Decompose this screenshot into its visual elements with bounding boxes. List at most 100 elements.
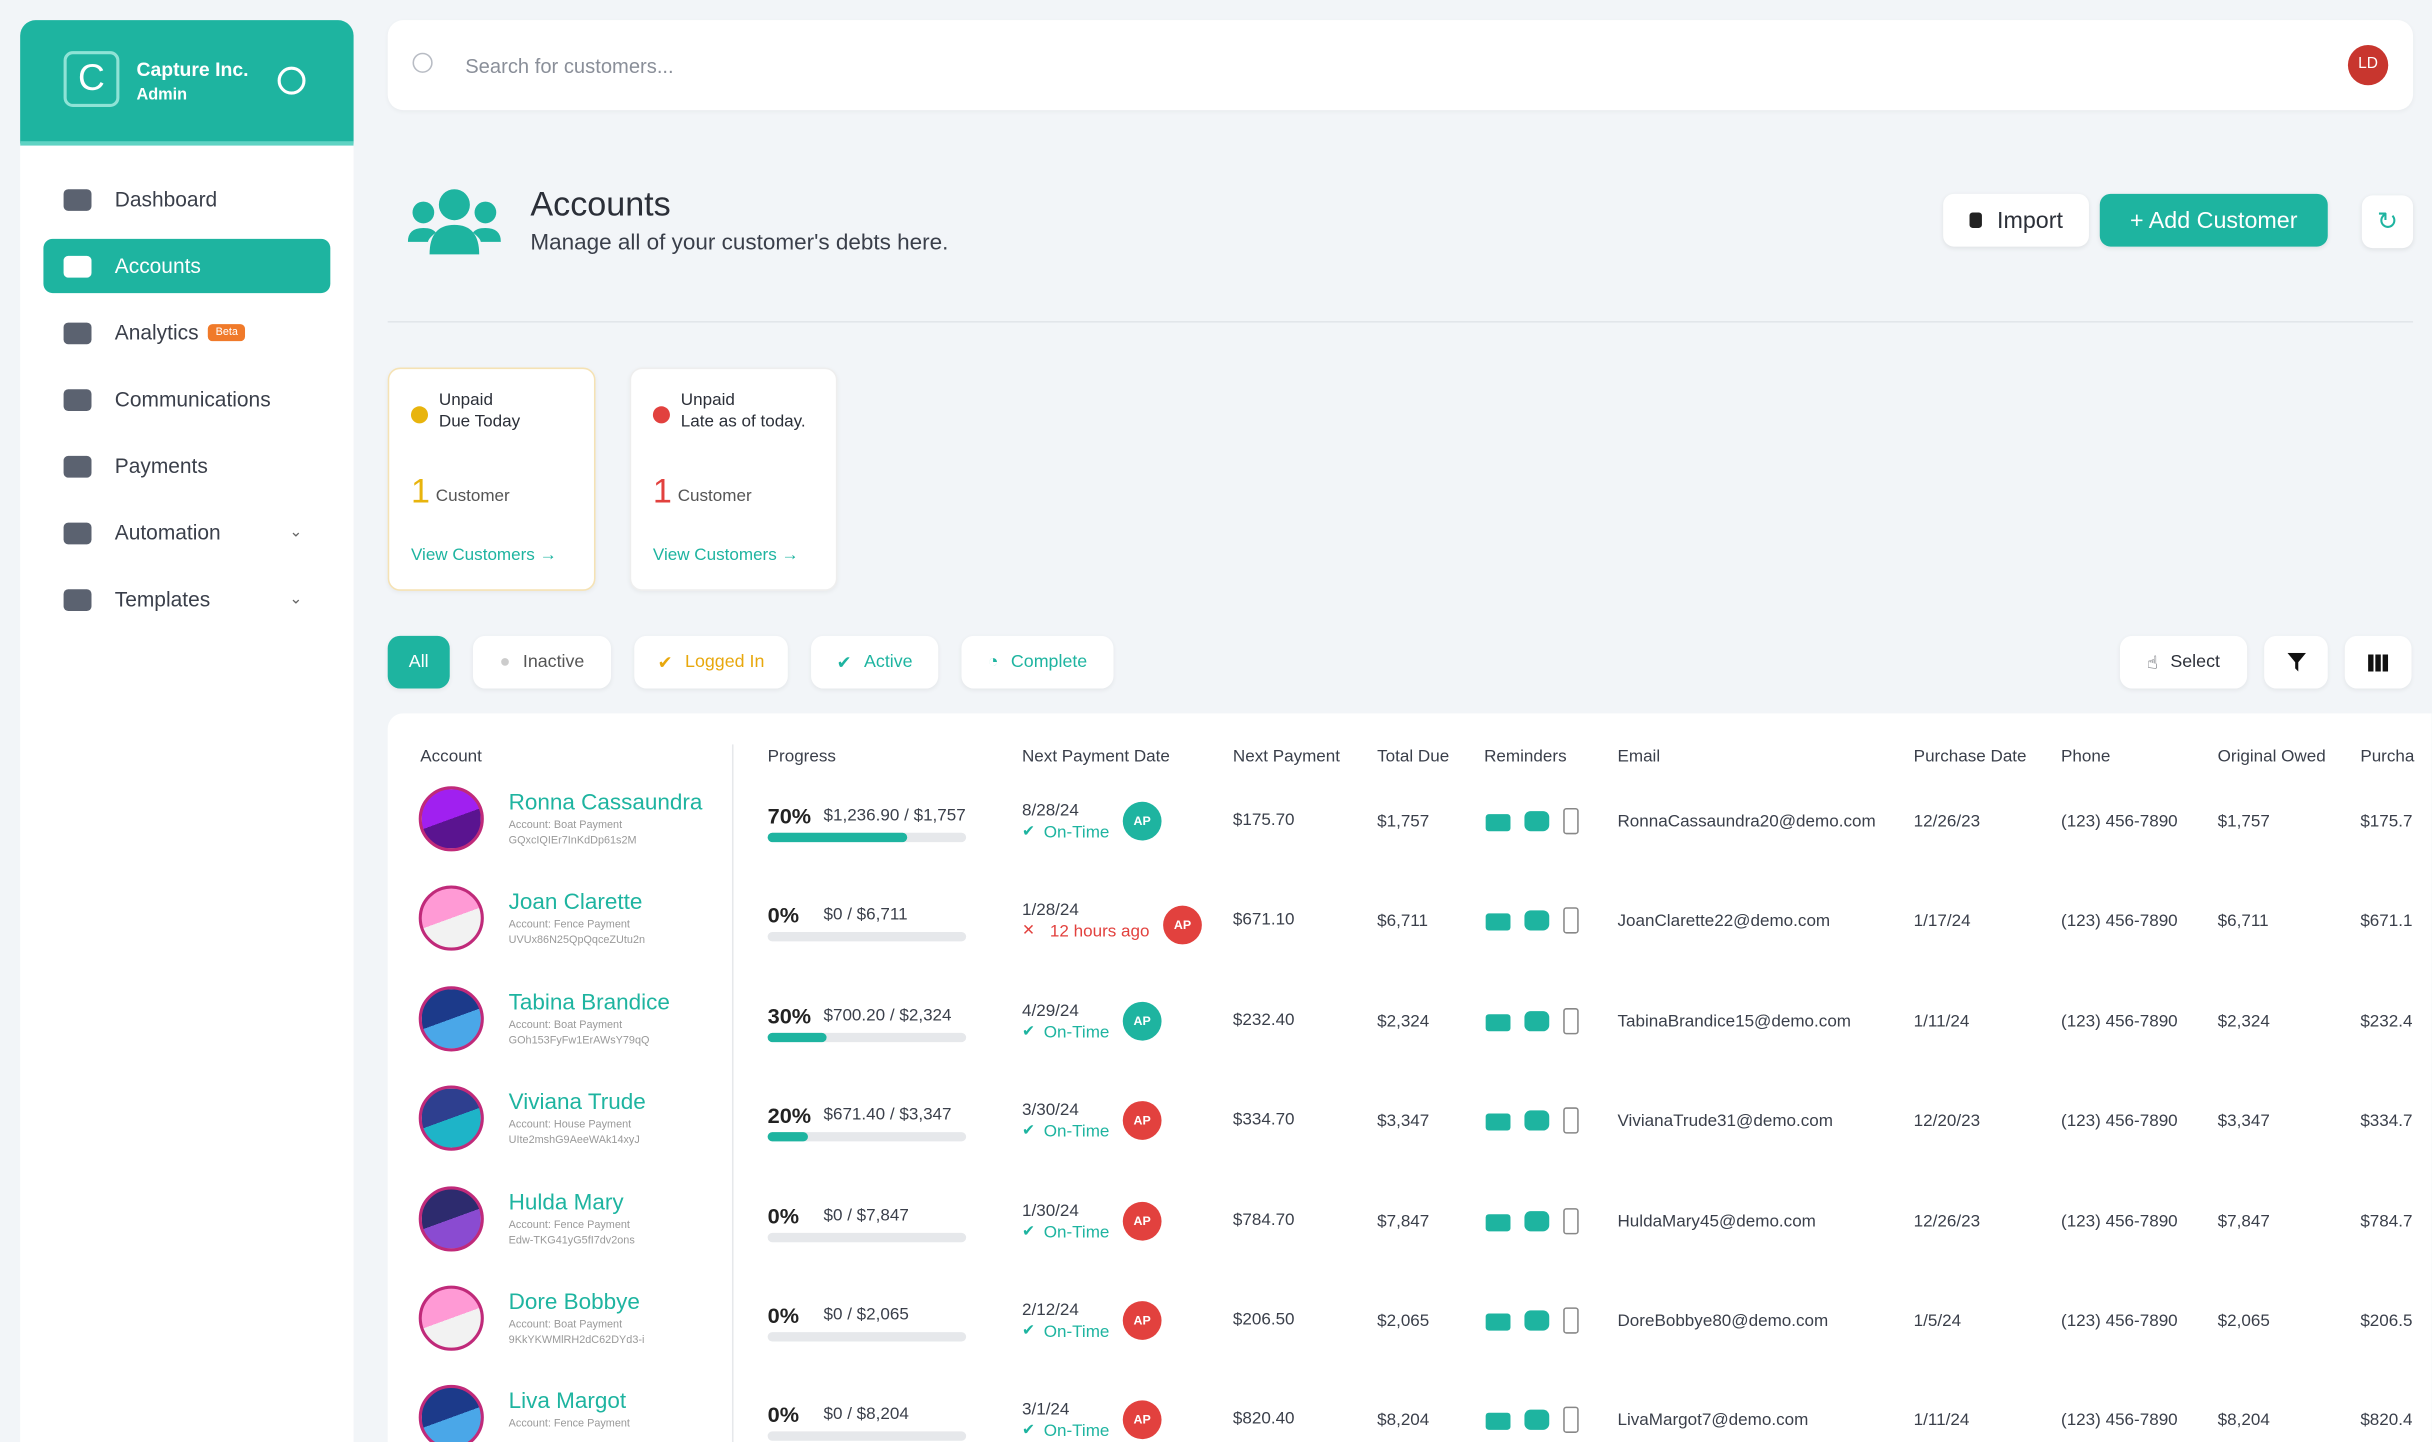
purchase: $671.1	[2360, 912, 2413, 932]
sms-reminder[interactable]	[1524, 1410, 1550, 1431]
customer-name: Liva Margot	[508, 1390, 627, 1415]
column-header: Next Payment	[1232, 747, 1341, 767]
email-reminder[interactable]	[1485, 1213, 1511, 1231]
phone-reminder[interactable]	[1563, 1307, 1579, 1334]
email-reminder[interactable]	[1485, 914, 1511, 932]
column-header: Next Payment Date	[1021, 747, 1170, 767]
purchase-date: 12/20/23	[1913, 1112, 1981, 1131]
nav-item[interactable]: Automation ⌄	[43, 506, 330, 560]
email: RonnaCassaundra20@demo.com	[1617, 812, 1876, 832]
nav-item[interactable]: Templates ⌄	[43, 572, 330, 626]
phone-reminder[interactable]	[1563, 1207, 1579, 1234]
original-owed: $1,757	[2217, 812, 2270, 832]
email-reminder[interactable]	[1485, 1113, 1511, 1131]
progress-percent: 70%	[767, 803, 812, 829]
customer-avatar	[418, 786, 484, 852]
email-reminder[interactable]	[1485, 1013, 1511, 1031]
table-row[interactable]: Liva Margot Account: Fence Payment 0% $0 / …	[388, 1375, 2432, 1442]
sms-reminder[interactable]	[1524, 811, 1550, 832]
customer-avatar	[418, 1085, 484, 1151]
nav-label: Dashboard	[114, 187, 218, 211]
add-customer-button[interactable]: + Add Customer	[2099, 193, 2328, 247]
page-title: Accounts	[530, 184, 671, 224]
nav-item[interactable]: Payments	[43, 439, 330, 493]
filter-pill[interactable]: ● Inactive	[472, 635, 612, 689]
agent-badge: AP	[1163, 906, 1202, 946]
brand-role: Admin	[136, 85, 188, 104]
sms-reminder[interactable]	[1524, 1110, 1550, 1131]
account-id: UVUx86N25QpQqceZUtu2n	[508, 935, 646, 947]
table-row[interactable]: Joan Clarette Account: Fence Payment UVUx8…	[388, 875, 2432, 968]
filter-pill[interactable]: ✔ Logged In	[634, 635, 788, 689]
search-bar[interactable]: Search for customers... LD	[387, 20, 2414, 111]
phone-reminder[interactable]	[1563, 807, 1579, 835]
refresh-button[interactable]: ↻	[2361, 195, 2414, 249]
original-owed: $2,065	[2217, 1311, 2270, 1331]
brand-header: C Capture Inc. Admin	[20, 20, 354, 146]
nav-label: Communications	[114, 387, 271, 411]
user-avatar[interactable]: LD	[2347, 44, 2389, 86]
filter-button[interactable]	[2264, 635, 2328, 689]
customer-avatar	[418, 1185, 484, 1251]
purchase-date: 12/26/23	[1913, 812, 1981, 832]
next-payment: $206.50	[1232, 1310, 1295, 1330]
purchase: $175.7	[2360, 812, 2413, 832]
select-icon: ☝	[2147, 654, 2158, 674]
purchase: $784.7	[2360, 1212, 2413, 1231]
beta-badge: Beta	[207, 324, 246, 342]
phone-reminder[interactable]	[1563, 1007, 1579, 1035]
nav-item[interactable]: Accounts	[43, 238, 331, 294]
column-header: Progress	[767, 747, 836, 767]
next-payment: $334.70	[1232, 1110, 1295, 1130]
sms-reminder[interactable]	[1524, 910, 1550, 932]
status-icon: ✔	[1021, 1222, 1035, 1241]
table-row[interactable]: Viviana Trude Account: House Payment UIte2…	[388, 1075, 2432, 1168]
card-link[interactable]: View Customers →	[652, 545, 799, 565]
next-payment: $232.40	[1232, 1010, 1295, 1030]
status-icon: ✔	[1021, 1322, 1035, 1340]
filter-pill[interactable]: ✔ Active	[811, 635, 939, 689]
sms-reminder[interactable]	[1524, 1210, 1550, 1231]
next-payment-date: 4/29/24	[1021, 1001, 1079, 1021]
card-link[interactable]: View Customers →	[410, 545, 557, 565]
columns-button[interactable]	[2344, 635, 2412, 689]
email-reminder[interactable]	[1485, 1313, 1511, 1331]
import-button[interactable]: Import	[1943, 193, 2089, 247]
email: TabinaBrandice15@demo.com	[1617, 1012, 1852, 1031]
sms-reminder[interactable]	[1524, 1010, 1550, 1031]
phone-reminder[interactable]	[1563, 907, 1579, 935]
purchase-date: 1/11/24	[1913, 1012, 1970, 1031]
filter-icon: ●	[499, 652, 511, 672]
filter-pill[interactable]: ◔ Complete	[961, 635, 1114, 689]
filter-label: Active	[864, 652, 913, 672]
card-unit: Customer	[677, 486, 752, 506]
settings-icon[interactable]	[277, 66, 306, 95]
nav-label: Analytics	[114, 321, 199, 345]
nav-item[interactable]: Dashboard	[43, 172, 330, 226]
nav-item[interactable]: Communications	[43, 372, 330, 426]
customer-name: Ronna Cassaundra	[508, 790, 703, 816]
customer-name: Hulda Mary	[508, 1190, 624, 1216]
next-payment-date: 3/1/24	[1021, 1400, 1070, 1420]
nav-label: Payments	[114, 454, 208, 478]
table-row[interactable]: Hulda Mary Account: Fence Payment Edw-TKG4…	[388, 1175, 2432, 1268]
nav-label: Templates	[114, 587, 211, 612]
email-reminder[interactable]	[1485, 814, 1511, 832]
total-due: $6,711	[1377, 912, 1429, 932]
sms-reminder[interactable]	[1524, 1310, 1550, 1331]
table-row[interactable]: Tabina Brandice Account: Boat Payment GOh1…	[388, 975, 2432, 1068]
purchase: $206.5	[2360, 1311, 2413, 1331]
payment-status: On-Time	[1043, 1123, 1110, 1142]
table-row[interactable]: Ronna Cassaundra Account: Boat Payment GQx…	[388, 775, 2432, 868]
total-due: $2,324	[1377, 1012, 1430, 1031]
email-reminder[interactable]	[1485, 1413, 1511, 1431]
filter-pill[interactable]: All	[387, 635, 450, 689]
select-button[interactable]: ☝ Select	[2119, 635, 2248, 689]
phone-reminder[interactable]	[1563, 1407, 1579, 1434]
filter-label: All	[408, 652, 429, 672]
table-row[interactable]: Dore Bobbye Account: Boat Payment 9KkYKWMl…	[388, 1275, 2432, 1368]
phone-reminder[interactable]	[1563, 1107, 1579, 1134]
nav-item[interactable]: Analytics Beta	[43, 306, 330, 360]
purchase-date: 12/26/23	[1913, 1212, 1981, 1231]
account-id: GQxcIQIEr7InKdDp61s2M	[508, 835, 637, 847]
